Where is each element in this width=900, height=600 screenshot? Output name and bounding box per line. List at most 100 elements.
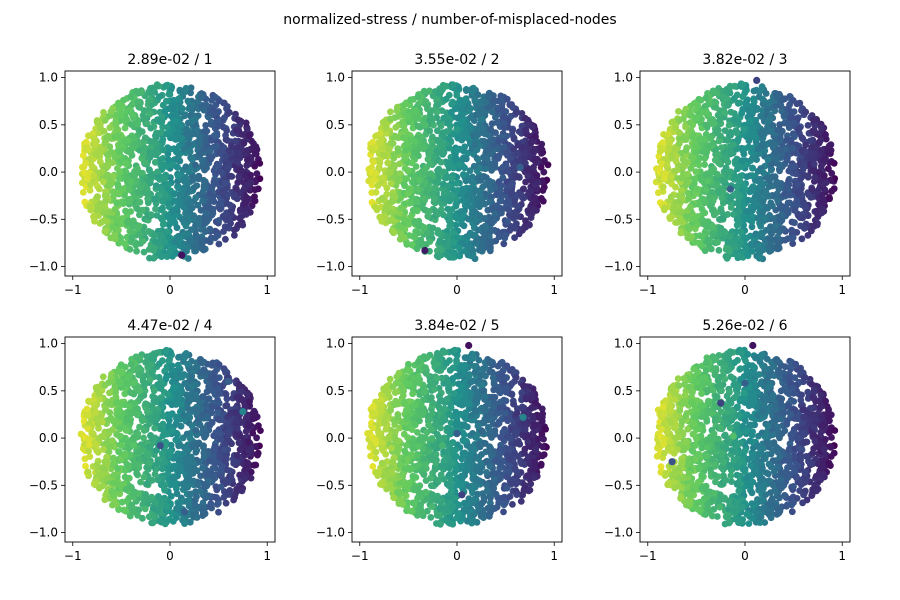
point (734, 117, 742, 125)
point (719, 214, 727, 222)
point (714, 126, 722, 134)
point (244, 181, 251, 189)
point (493, 190, 500, 198)
x-tick-label: −1 (64, 283, 82, 297)
point (164, 228, 172, 236)
point (727, 194, 734, 202)
point (661, 174, 668, 182)
point (434, 101, 442, 109)
point (476, 100, 483, 108)
point (179, 216, 186, 224)
point (784, 199, 792, 207)
point (809, 127, 816, 135)
x-tick-label: −1 (351, 283, 369, 297)
point (166, 145, 174, 153)
point (114, 181, 122, 188)
point (401, 216, 408, 224)
point (756, 178, 763, 185)
point (214, 123, 222, 130)
point (153, 212, 161, 219)
point (199, 197, 207, 205)
point (141, 144, 149, 152)
point (801, 224, 808, 232)
point (146, 110, 154, 118)
point (751, 198, 759, 206)
point (664, 130, 672, 138)
point (161, 191, 169, 199)
point (736, 192, 744, 200)
point (177, 134, 185, 142)
point (159, 123, 167, 131)
subplot-title: 2.89e-02 / 1 (127, 52, 212, 68)
y-tick-label: 0.5 (326, 118, 345, 132)
point (188, 173, 196, 180)
point (729, 240, 737, 247)
point (422, 98, 430, 105)
point (195, 214, 203, 222)
point (403, 175, 411, 183)
point (183, 247, 191, 255)
point (443, 128, 451, 135)
point (788, 114, 796, 122)
point (759, 197, 767, 205)
point (727, 168, 735, 176)
point (429, 133, 436, 141)
point (783, 184, 791, 192)
point (722, 164, 730, 172)
point (79, 152, 87, 159)
point (440, 114, 447, 122)
point (418, 241, 426, 249)
point (520, 150, 528, 157)
point (401, 154, 409, 162)
point (148, 89, 156, 96)
point (673, 166, 681, 174)
point (133, 247, 141, 255)
point (804, 122, 812, 129)
point (382, 124, 390, 132)
point (693, 221, 701, 229)
point (663, 162, 671, 170)
point (407, 96, 415, 104)
point (684, 223, 692, 231)
point (427, 170, 435, 178)
point (510, 213, 518, 220)
point (733, 216, 741, 224)
point (719, 176, 727, 184)
point (129, 223, 137, 231)
point (709, 230, 717, 238)
point (215, 217, 223, 224)
point (415, 186, 422, 193)
point (485, 93, 493, 101)
point (482, 98, 490, 106)
point (409, 148, 417, 156)
point (410, 173, 418, 181)
point (737, 239, 744, 247)
point (538, 195, 545, 202)
misplaced-point (421, 246, 429, 255)
point (470, 231, 478, 239)
point (460, 171, 467, 178)
point (460, 96, 468, 104)
point (191, 244, 199, 251)
point (700, 197, 708, 205)
point (677, 187, 685, 194)
point (393, 107, 401, 115)
point (434, 127, 441, 135)
x-tick-label: 1 (263, 283, 271, 297)
point (532, 133, 539, 140)
point (733, 221, 741, 229)
point (684, 170, 691, 178)
point (121, 240, 129, 248)
point (659, 144, 667, 152)
point (445, 119, 453, 127)
point (178, 105, 186, 113)
point (789, 240, 797, 248)
point (116, 169, 124, 176)
point (710, 120, 718, 127)
point (400, 101, 408, 109)
point (515, 128, 523, 136)
point (167, 441, 175, 449)
point (132, 87, 140, 95)
y-tick-label: −1.0 (604, 260, 633, 274)
point (200, 246, 208, 254)
